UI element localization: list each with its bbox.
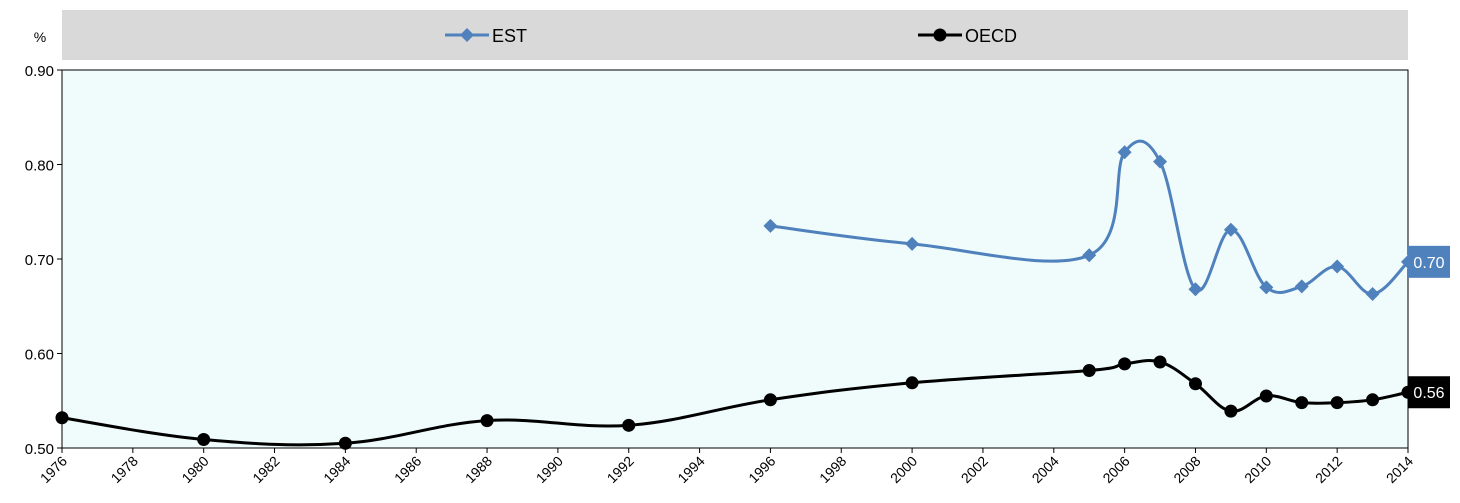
- data-point-est: [1259, 280, 1274, 295]
- x-tick-label: 1986: [391, 453, 424, 486]
- data-point-oecd: [1259, 389, 1273, 403]
- data-point-oecd: [1188, 377, 1202, 391]
- legend-marker-est: [460, 28, 474, 42]
- legend-label-oecd: OECD: [965, 26, 1017, 46]
- data-point-est: [1365, 286, 1380, 301]
- x-tick-label: 1978: [108, 453, 141, 486]
- data-point-oecd: [1224, 404, 1238, 418]
- legend-background: [62, 10, 1408, 60]
- data-point-oecd: [1153, 355, 1167, 369]
- y-tick-label: 0.80: [25, 158, 54, 175]
- x-tick-label: 2002: [958, 453, 991, 486]
- x-tick-label: 2012: [1312, 453, 1345, 486]
- x-tick-label: 1998: [816, 453, 849, 486]
- series-layer: [55, 139, 1415, 450]
- data-point-est: [1330, 259, 1345, 274]
- y-tick-label: 0.70: [25, 252, 54, 269]
- legend: EST OECD: [445, 26, 1017, 46]
- end-label-box-est: [1408, 245, 1450, 278]
- x-tick-label: 1992: [604, 453, 637, 486]
- end-label-box-oecd: [1408, 376, 1450, 409]
- legend-marker-oecd: [933, 28, 947, 42]
- x-tick-label: 1994: [674, 453, 707, 486]
- x-tick-label: 1984: [320, 453, 353, 486]
- data-point-est: [1153, 154, 1168, 169]
- y-tick-label: 0.60: [25, 347, 54, 364]
- legend-label-est: EST: [492, 26, 527, 46]
- data-point-est: [1294, 279, 1309, 294]
- data-point-oecd: [763, 393, 777, 407]
- data-point-oecd: [1366, 393, 1380, 407]
- x-tick-label: 1996: [745, 453, 778, 486]
- data-point-oecd: [1295, 396, 1309, 410]
- x-axis: 1976 1978 1980 1982 1984 1986 1988 1990 1992 1994…: [37, 448, 1416, 486]
- data-point-est: [1082, 248, 1097, 263]
- x-tick-label: 1990: [533, 453, 566, 486]
- x-tick-label: 2000: [887, 453, 920, 486]
- data-point-oecd: [905, 376, 919, 390]
- data-point-est: [1223, 222, 1238, 237]
- end-labels: 0.70 0.56: [1408, 245, 1450, 409]
- end-label-oecd: 0.56: [1413, 385, 1444, 402]
- x-tick-label: 1988: [462, 453, 495, 486]
- data-point-oecd: [1082, 364, 1096, 378]
- end-label-est: 0.70: [1413, 255, 1444, 272]
- data-point-oecd: [55, 411, 69, 425]
- x-tick-label: 2008: [1170, 453, 1203, 486]
- x-tick-label: 1982: [249, 453, 282, 486]
- unit-label: %: [34, 29, 46, 45]
- y-tick-label: 0.50: [25, 441, 54, 458]
- data-point-est: [1117, 145, 1132, 160]
- data-point-oecd: [622, 418, 636, 432]
- x-tick-label: 1980: [178, 453, 211, 486]
- data-point-oecd: [1330, 396, 1344, 410]
- data-point-oecd: [338, 436, 352, 450]
- x-tick-label: 2010: [1241, 453, 1274, 486]
- x-tick-label: 2006: [1099, 453, 1132, 486]
- y-axis: 0.50 0.60 0.70 0.80 0.90: [25, 63, 62, 458]
- x-tick-label: 2014: [1383, 453, 1416, 486]
- y-tick-label: 0.90: [25, 63, 54, 80]
- data-point-est: [763, 218, 778, 233]
- data-point-oecd: [480, 414, 494, 428]
- x-tick-label: 2004: [1029, 453, 1062, 486]
- data-point-oecd: [197, 432, 211, 446]
- data-point-est: [1188, 282, 1203, 297]
- data-point-oecd: [1118, 357, 1132, 371]
- data-point-est: [905, 236, 920, 251]
